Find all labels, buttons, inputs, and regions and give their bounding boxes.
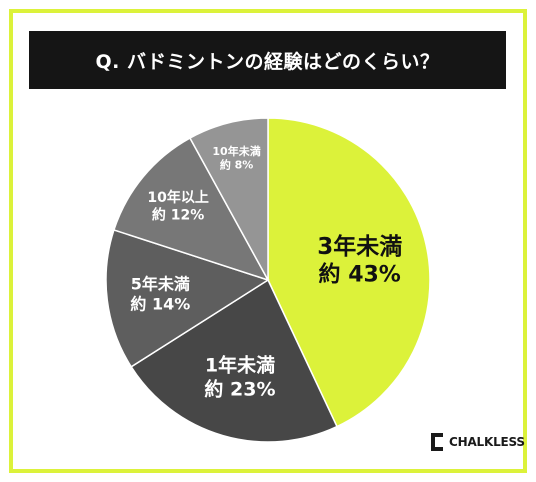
chart-title: Q. バドミントンの経験はどのくらい？ bbox=[29, 31, 506, 89]
slice-value-label: 約 43% bbox=[319, 262, 401, 288]
chalkless-logo-icon bbox=[431, 433, 443, 451]
slice-label: 10年未満 bbox=[212, 144, 260, 158]
slice-value-label: 約 23% bbox=[204, 377, 275, 400]
chalkless-logo: CHALKLESS bbox=[428, 432, 525, 452]
brand-name: CHALKLESS bbox=[449, 435, 525, 449]
slice-label: 3年未満 bbox=[317, 233, 402, 260]
pie-slice bbox=[267, 117, 431, 428]
pie-slice bbox=[188, 117, 269, 281]
slice-value-label: 約 8% bbox=[220, 158, 254, 172]
pie-slice bbox=[130, 278, 338, 443]
slice-value-label: 約 12% bbox=[152, 207, 204, 224]
pie-slice bbox=[105, 228, 270, 368]
slice-label: 5年未満 bbox=[131, 275, 190, 294]
pie-slice bbox=[112, 137, 270, 282]
slice-value-label: 約 14% bbox=[130, 295, 190, 314]
slice-label: 1年未満 bbox=[205, 354, 275, 377]
slice-label: 10年以上 bbox=[147, 189, 208, 206]
